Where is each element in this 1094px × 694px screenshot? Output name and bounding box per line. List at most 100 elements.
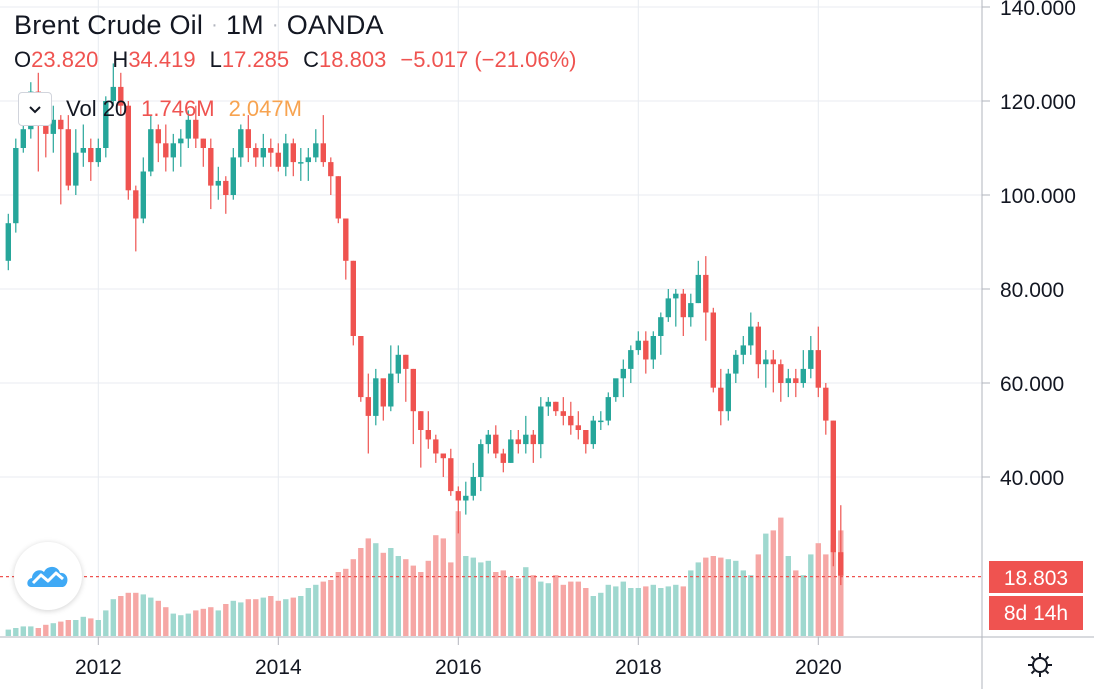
symbol-title[interactable]: Brent Crude Oil · 1M · OANDA xyxy=(14,10,576,41)
volume-bar xyxy=(298,596,304,636)
volume-bar xyxy=(553,575,559,636)
volume-bar xyxy=(568,581,574,636)
candle-body xyxy=(328,162,334,177)
chart-legend: Brent Crude Oil · 1M · OANDA O23.820 H34… xyxy=(14,10,576,73)
volume-bar xyxy=(155,600,161,636)
volume-bar xyxy=(485,560,491,636)
volume-bar xyxy=(418,572,424,636)
volume-bar xyxy=(65,620,71,636)
candle-body xyxy=(755,326,761,365)
interval-label[interactable]: 1M xyxy=(225,10,264,40)
candle-body xyxy=(808,350,814,369)
candle-body xyxy=(418,411,424,430)
candle-body xyxy=(95,148,101,163)
candle-body xyxy=(530,434,536,445)
volume-bar xyxy=(530,575,536,636)
countdown-badge: 8d 14h xyxy=(989,596,1083,630)
volume-bar xyxy=(365,538,371,636)
volume-bar xyxy=(170,613,176,636)
time-axis[interactable]: 2012 2014 2016 2018 2020 xyxy=(75,637,842,679)
price-tick-label: 100.000 xyxy=(1000,185,1076,208)
candle-body xyxy=(208,148,214,186)
time-tick-label: 2016 xyxy=(435,656,482,679)
time-tick-label: 2020 xyxy=(795,656,842,679)
candle-body xyxy=(298,162,304,164)
volume-bar xyxy=(635,588,641,636)
price-axis[interactable]: 140.000 120.000 100.000 80.000 60.000 40.000 xyxy=(982,0,1076,490)
candle-body xyxy=(43,124,49,134)
candle-body xyxy=(455,491,461,501)
volume-bar xyxy=(478,562,484,636)
time-tick-label: 2014 xyxy=(255,656,302,679)
volume-bar xyxy=(140,594,146,636)
volume-bar xyxy=(455,511,461,636)
cloud-logo-icon xyxy=(27,566,68,587)
volume-bar xyxy=(328,580,334,636)
candle-body xyxy=(643,340,649,360)
volume-bar xyxy=(110,599,116,636)
candle-body xyxy=(170,143,176,158)
candle-body xyxy=(800,368,806,383)
candle-body xyxy=(695,274,701,304)
candle-body xyxy=(523,434,529,445)
candle-body xyxy=(350,260,356,336)
countdown-label: 8d 14h xyxy=(1004,602,1068,625)
volume-label[interactable]: Vol 20 xyxy=(66,96,128,121)
volume-bar xyxy=(470,557,476,636)
volume-bar xyxy=(358,548,364,636)
volume-bar xyxy=(253,599,259,636)
volume-bar xyxy=(800,575,806,636)
candle-body xyxy=(133,190,139,219)
volume-bar xyxy=(185,613,191,636)
volume-bar xyxy=(230,600,236,636)
candle-body xyxy=(275,152,281,167)
volume-bar xyxy=(283,599,289,636)
volume-bar xyxy=(560,584,566,636)
candle-body xyxy=(245,129,251,148)
candle-body xyxy=(185,119,191,139)
legend-collapse-button[interactable] xyxy=(18,92,52,126)
volume-bar xyxy=(748,575,754,636)
candle-body xyxy=(748,326,754,346)
volume-bar xyxy=(688,570,694,636)
symbol-name: Brent Crude Oil xyxy=(14,10,204,40)
volume-bar xyxy=(598,592,604,636)
volume-bar xyxy=(628,588,634,636)
volume-bar xyxy=(613,586,619,636)
volume-bar xyxy=(215,610,221,636)
volume-bar xyxy=(200,608,206,636)
volume-bar xyxy=(35,628,41,636)
candle-body xyxy=(823,387,829,421)
volume-bar xyxy=(320,581,326,636)
volume-bar xyxy=(148,597,154,636)
candle-body xyxy=(290,143,296,163)
candle-body xyxy=(238,129,244,158)
volume-bar xyxy=(718,557,724,636)
candle-body xyxy=(343,218,349,261)
volume-bar xyxy=(373,543,379,636)
separator: · xyxy=(271,14,279,36)
candle-body xyxy=(553,401,559,412)
candle-body xyxy=(673,293,679,299)
candle-body xyxy=(620,368,626,379)
candle-body xyxy=(440,453,446,459)
volume-bar xyxy=(740,570,746,636)
candle-body xyxy=(725,373,731,412)
volume-bar xyxy=(103,610,109,636)
candle-body xyxy=(635,340,641,351)
volume-bar xyxy=(410,565,416,636)
volume-bar xyxy=(58,621,64,636)
candle-body xyxy=(785,378,791,383)
candle-body xyxy=(425,430,431,440)
volume-bar xyxy=(193,610,199,636)
volume-bar xyxy=(118,596,124,636)
candle-body xyxy=(283,143,289,167)
candle-body xyxy=(268,148,274,153)
chart-settings-button[interactable] xyxy=(1010,645,1070,685)
volume-bar xyxy=(793,570,799,636)
volume-bar xyxy=(515,578,521,636)
tradingview-logo[interactable] xyxy=(14,542,82,610)
candle-body xyxy=(20,129,26,148)
